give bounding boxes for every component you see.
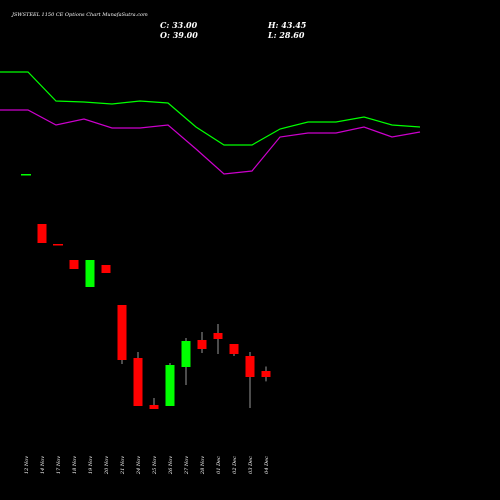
candle-body (213, 333, 223, 339)
x-tick-label: 02 Dec (232, 456, 238, 474)
x-axis-labels: 12 Nov 14 Nov 17 Nov 18 Nov 19 Nov 20 Nov 21 N… (24, 456, 270, 475)
candle-body (133, 358, 143, 406)
candle-body (245, 356, 255, 377)
candle-body (37, 224, 47, 243)
x-tick-label: 20 Nov (104, 456, 110, 475)
open-value: O: 39.00 (160, 30, 198, 40)
candle-body (69, 260, 79, 269)
x-tick-label: 26 Nov (168, 456, 174, 475)
x-tick-label: 28 Nov (200, 456, 206, 475)
x-tick-label: 17 Nov (56, 456, 62, 474)
candle-body (261, 371, 271, 377)
x-tick-label: 24 Nov (136, 456, 142, 475)
x-tick-label: 19 Nov (88, 456, 94, 474)
candle-body (197, 340, 207, 349)
indicator-line-2 (0, 109, 421, 175)
candle-body (181, 341, 191, 367)
close-value: C: 33.00 (160, 20, 198, 30)
x-tick-label: 04 Dec (264, 456, 270, 474)
candle-body (117, 305, 127, 360)
candle-body (101, 265, 111, 273)
x-tick-label: 14 Nov (40, 456, 46, 474)
x-tick-label: 01 Dec (216, 456, 222, 474)
x-tick-label: 21 Nov (120, 456, 126, 475)
x-tick-label: 18 Nov (72, 456, 78, 474)
x-tick-label: 12 Nov (24, 456, 30, 474)
indicator-line-1 (0, 71, 421, 146)
high-value: H: 43.45 (268, 20, 307, 30)
indicator-lines (0, 71, 421, 175)
x-tick-label: 25 Nov (152, 456, 158, 475)
candle-body (229, 344, 239, 354)
x-tick-label: 03 Dec (248, 456, 254, 474)
chart-title: JSWSTEEL 1150 CE Options Chart MunafaSut… (12, 12, 148, 18)
candle-body (85, 260, 95, 287)
candles (21, 174, 271, 409)
candle-body (21, 174, 31, 176)
x-tick-label: 27 Nov (184, 456, 190, 475)
candle-body (165, 365, 175, 406)
low-value: L: 28.60 (268, 30, 305, 40)
candle-body (149, 405, 159, 409)
candle-body (53, 244, 63, 246)
